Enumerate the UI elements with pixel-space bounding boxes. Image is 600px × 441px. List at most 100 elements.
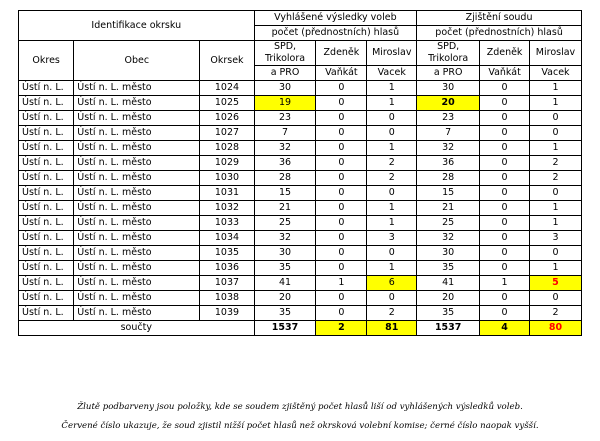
cell-okres: Ústí n. L. — [17, 260, 75, 276]
cell-a-spd: 36 — [253, 155, 317, 171]
group-court-subtitle: počet (přednostních) hlasů — [416, 25, 582, 41]
cell-a-zv: 0 — [315, 110, 368, 126]
col-a-vacek: Miroslav — [366, 40, 418, 66]
cell-c-spd: 23 — [416, 110, 481, 126]
cell-okrsek: 1034 — [199, 230, 255, 246]
cell-a-mv: 0 — [366, 125, 418, 141]
cell-okres: Ústí n. L. — [17, 305, 75, 321]
cell-a-zv: 0 — [315, 170, 368, 186]
col-c-vankat: Zdeněk — [479, 40, 530, 66]
table-row: Ústí n. L. Ústí n. L. město 1035 30 0 0 30 0 0 — [17, 245, 583, 261]
cell-obec: Ústí n. L. město — [73, 215, 201, 231]
cell-a-mv: 0 — [366, 290, 418, 306]
cell-okres: Ústí n. L. — [17, 110, 75, 126]
cell-c-zv: 0 — [479, 155, 530, 171]
cell-c-spd: 35 — [416, 260, 481, 276]
cell-c-spd: 30 — [416, 245, 481, 261]
cell-c-mv: 1 — [528, 200, 583, 216]
total-a-spd: 1537 — [253, 320, 317, 336]
cell-okres: Ústí n. L. — [17, 80, 75, 96]
col-okrsek: Okrsek — [199, 40, 255, 81]
cell-a-mv: 2 — [366, 170, 418, 186]
totals-row: součty 1537 2 81 1537 4 80 — [18, 320, 583, 336]
cell-okrsek: 1031 — [199, 185, 255, 201]
cell-okrsek: 1038 — [199, 290, 255, 306]
cell-okrsek: 1028 — [199, 140, 255, 156]
cell-c-zv: 0 — [479, 200, 530, 216]
total-c-spd: 1537 — [416, 320, 481, 336]
cell-a-spd: 30 — [253, 245, 317, 261]
cell-a-spd: 21 — [253, 200, 317, 216]
table-header: Identifikace okrsku Vyhlášené výsledky v… — [17, 10, 583, 81]
totals-label: součty — [18, 320, 255, 336]
cell-obec: Ústí n. L. město — [73, 95, 201, 111]
cell-c-zv: 0 — [479, 125, 530, 141]
col-a-spd-line3: a PRO — [253, 65, 317, 81]
col-a-vacek-line2: Vacek — [366, 65, 418, 81]
cell-a-mv: 1 — [366, 200, 418, 216]
cell-c-spd: 30 — [416, 80, 481, 96]
cell-okrsek: 1033 — [199, 215, 255, 231]
cell-a-spd: 19 — [253, 95, 317, 111]
cell-c-spd: 20 — [416, 95, 481, 111]
cell-c-spd: 36 — [416, 155, 481, 171]
table-row: Ústí n. L. Ústí n. L. město 1025 19 0 1 20 0 1 — [17, 95, 583, 111]
cell-c-zv: 0 — [479, 185, 530, 201]
cell-a-spd: 35 — [253, 260, 317, 276]
col-c-spd: SPD, Trikolora — [416, 40, 481, 66]
cell-a-spd: 32 — [253, 230, 317, 246]
cell-a-mv: 1 — [366, 140, 418, 156]
cell-c-mv: 2 — [528, 155, 583, 171]
cell-a-zv: 0 — [315, 140, 368, 156]
cell-c-spd: 21 — [416, 200, 481, 216]
cell-a-zv: 0 — [315, 155, 368, 171]
cell-okres: Ústí n. L. — [17, 170, 75, 186]
col-c-vankat-line2: Vaňkát — [479, 65, 530, 81]
cell-okres: Ústí n. L. — [17, 185, 75, 201]
cell-c-mv: 1 — [528, 140, 583, 156]
total-a-vacek: 81 — [366, 320, 418, 336]
col-a-vankat: Zdeněk — [315, 40, 368, 66]
cell-okrsek: 1027 — [199, 125, 255, 141]
cell-a-mv: 0 — [366, 185, 418, 201]
cell-c-mv: 2 — [528, 305, 583, 321]
cell-c-mv: 0 — [528, 125, 583, 141]
cell-obec: Ústí n. L. město — [73, 185, 201, 201]
cell-a-mv: 0 — [366, 110, 418, 126]
cell-c-mv: 3 — [528, 230, 583, 246]
col-a-spd-line1: SPD, — [273, 41, 297, 53]
cell-okrsek: 1024 — [199, 80, 255, 96]
note-red: Červené číslo ukazuje, že soud zjistil n… — [61, 421, 539, 431]
cell-c-mv: 0 — [528, 290, 583, 306]
cell-obec: Ústí n. L. město — [73, 245, 201, 261]
cell-a-mv: 6 — [366, 275, 418, 291]
cell-okrsek: 1039 — [199, 305, 255, 321]
cell-a-mv: 2 — [366, 305, 418, 321]
table-row: Ústí n. L. Ústí n. L. město 1039 35 0 2 35 0 2 — [17, 305, 583, 321]
cell-c-mv: 0 — [528, 110, 583, 126]
cell-a-zv: 0 — [315, 80, 368, 96]
results-table: Identifikace okrsku Vyhlášené výsledky v… — [17, 10, 583, 336]
cell-a-spd: 25 — [253, 215, 317, 231]
col-c-vacek-line2: Vacek — [528, 65, 583, 81]
col-c-spd-line2: Trikolora — [428, 53, 469, 64]
cell-c-spd: 28 — [416, 170, 481, 186]
group-identification: Identifikace okrsku — [18, 10, 255, 41]
cell-okres: Ústí n. L. — [17, 125, 75, 141]
cell-obec: Ústí n. L. město — [73, 155, 201, 171]
cell-c-spd: 41 — [416, 275, 481, 291]
cell-a-zv: 0 — [315, 260, 368, 276]
table-row: Ústí n. L. Ústí n. L. město 1026 23 0 0 23 0 0 — [17, 110, 583, 126]
cell-okres: Ústí n. L. — [17, 200, 75, 216]
col-c-vacek: Miroslav — [528, 40, 583, 66]
cell-a-mv: 1 — [366, 215, 418, 231]
cell-a-mv: 1 — [366, 260, 418, 276]
cell-okres: Ústí n. L. — [17, 245, 75, 261]
cell-c-spd: 7 — [416, 125, 481, 141]
cell-obec: Ústí n. L. město — [73, 275, 201, 291]
cell-okres: Ústí n. L. — [17, 275, 75, 291]
cell-a-spd: 23 — [253, 110, 317, 126]
col-obec: Obec — [73, 40, 201, 81]
table-row: Ústí n. L. Ústí n. L. město 1031 15 0 0 15 0 0 — [17, 185, 583, 201]
cell-c-spd: 25 — [416, 215, 481, 231]
